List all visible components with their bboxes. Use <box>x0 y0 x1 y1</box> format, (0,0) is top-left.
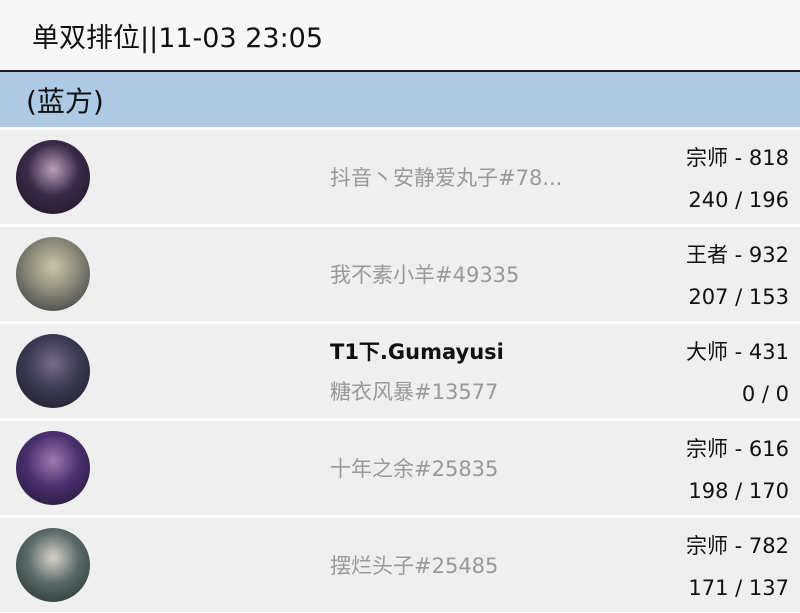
match-header: 单双排位||11-03 23:05 <box>0 0 800 72</box>
player-row[interactable]: 摆烂头子#25485 宗师 - 782 171 / 137 <box>0 518 800 612</box>
champion-avatar-icon[interactable] <box>16 528 90 602</box>
player-names: T1下.Gumayusi 糖衣风暴#13577 <box>330 324 504 418</box>
player-rank: 宗师 - 782 <box>685 534 789 558</box>
player-row[interactable]: 抖音丶安静爱丸子#78... 宗师 - 818 240 / 196 <box>0 130 800 224</box>
player-names: 我不素小羊#49335 <box>330 227 519 321</box>
player-stats: 大师 - 431 0 / 0 <box>686 324 789 418</box>
player-names: 十年之余#25835 <box>330 421 498 515</box>
player-rank: 宗师 - 616 <box>685 437 789 461</box>
player-names: 摆烂头子#25485 <box>330 518 498 612</box>
player-record: 0 / 0 <box>741 382 789 406</box>
player-stats: 王者 - 932 207 / 153 <box>686 227 789 321</box>
player-id[interactable]: 我不素小羊#49335 <box>330 263 520 287</box>
player-list: 抖音丶安静爱丸子#78... 宗师 - 818 240 / 196 我不素小羊#… <box>0 127 800 612</box>
champion-avatar-icon[interactable] <box>16 140 90 214</box>
player-rank: 宗师 - 818 <box>685 146 789 170</box>
player-rank: 王者 - 932 <box>685 243 789 267</box>
player-record: 198 / 170 <box>688 479 789 503</box>
player-stats: 宗师 - 818 240 / 196 <box>686 130 789 224</box>
team-label: (蓝方) <box>26 84 104 118</box>
player-nickname[interactable]: T1下.Gumayusi <box>330 340 504 364</box>
player-record: 207 / 153 <box>688 285 789 309</box>
player-id[interactable]: 糖衣风暴#13577 <box>330 380 499 404</box>
player-id[interactable]: 十年之余#25835 <box>330 457 499 481</box>
champion-avatar-icon[interactable] <box>16 334 90 408</box>
match-title: 单双排位||11-03 23:05 <box>32 22 324 54</box>
player-record: 171 / 137 <box>688 576 789 600</box>
player-id[interactable]: 抖音丶安静爱丸子#78... <box>330 166 563 190</box>
player-row[interactable]: 我不素小羊#49335 王者 - 932 207 / 153 <box>0 227 800 321</box>
player-names: 抖音丶安静爱丸子#78... <box>330 130 562 224</box>
champion-avatar-icon[interactable] <box>16 237 90 311</box>
team-header-blue: (蓝方) <box>0 72 800 127</box>
player-id[interactable]: 摆烂头子#25485 <box>330 554 499 578</box>
player-row[interactable]: T1下.Gumayusi 糖衣风暴#13577 大师 - 431 0 / 0 <box>0 324 800 418</box>
player-row[interactable]: 十年之余#25835 宗师 - 616 198 / 170 <box>0 421 800 515</box>
player-stats: 宗师 - 782 171 / 137 <box>686 518 789 612</box>
champion-avatar-icon[interactable] <box>16 431 90 505</box>
player-record: 240 / 196 <box>688 188 789 212</box>
player-rank: 大师 - 431 <box>685 340 789 364</box>
player-stats: 宗师 - 616 198 / 170 <box>686 421 789 515</box>
